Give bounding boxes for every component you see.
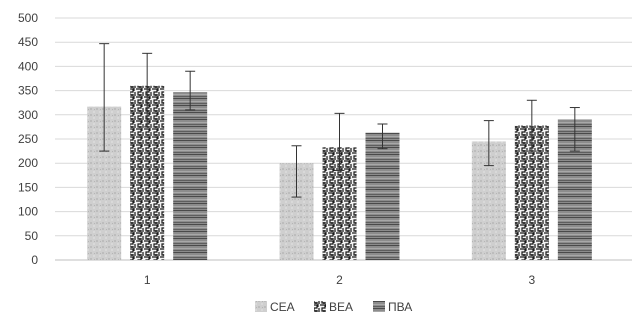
legend-item-ПВА: ПВА — [373, 300, 412, 314]
x-axis-ticks: 1 2 3 — [144, 273, 536, 287]
y-tick-label: 500 — [18, 11, 38, 25]
y-tick-label: 150 — [18, 180, 38, 194]
y-tick-label: 450 — [18, 35, 38, 49]
x-tick-label: 2 — [336, 273, 343, 287]
legend-label: ПВА — [388, 300, 412, 314]
error-bars — [99, 43, 580, 198]
y-tick-label: 400 — [18, 59, 38, 73]
bars — [87, 85, 592, 261]
legend-item-ВЕА: ВЕА — [314, 300, 353, 314]
legend-swatch — [255, 301, 267, 312]
legend-swatch — [373, 301, 385, 312]
x-tick-label: 1 — [144, 273, 151, 287]
y-axis-ticks: 0 50 100 150 200 250 300 350 400 450 500 — [18, 11, 38, 267]
y-tick-label: 350 — [18, 84, 38, 98]
legend-swatch — [314, 301, 326, 312]
y-tick-label: 300 — [18, 108, 38, 122]
legend-item-СЕА: СЕА — [255, 300, 295, 314]
legend-label: ВЕА — [329, 300, 353, 314]
y-tick-label: 200 — [18, 156, 38, 170]
bar-ПВА-1 — [173, 92, 208, 260]
x-tick-label: 3 — [528, 273, 535, 287]
y-tick-label: 50 — [25, 229, 39, 243]
y-tick-label: 250 — [18, 132, 38, 146]
bar-ПВА-2 — [365, 132, 400, 260]
legend: СЕА ВЕА ПВА — [255, 300, 412, 314]
legend-label: СЕА — [270, 300, 295, 314]
y-tick-label: 100 — [18, 205, 38, 219]
y-tick-label: 0 — [31, 253, 38, 267]
